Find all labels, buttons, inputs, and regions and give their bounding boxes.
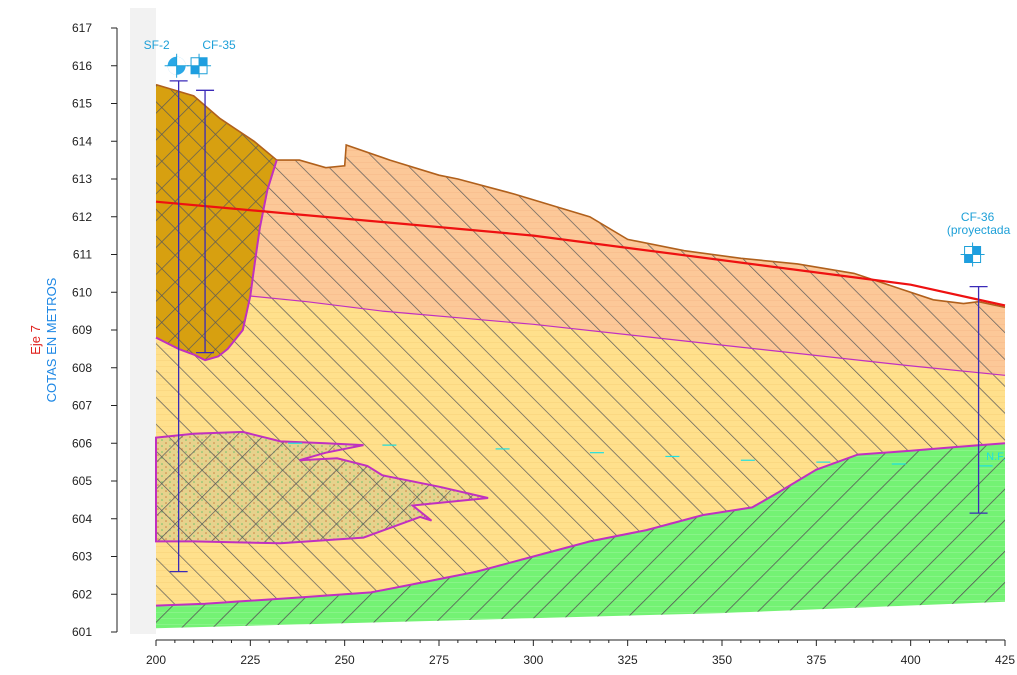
boreholes: SF-2 CF-35 CF-36(proyectada [144,38,1011,573]
contact-lines [155,83,1006,607]
lens-outline [155,430,489,545]
y-tick-label: 612 [72,210,92,224]
contact-orange-bottom [250,295,1006,376]
x-tick-label: 400 [901,653,921,667]
contact-green-top [155,442,1006,607]
y-tick-label: 607 [72,399,92,413]
y-tick-label: 603 [72,550,92,564]
x-tick-label: 225 [240,653,260,667]
borehole-cf-35: CF-35 [187,38,236,354]
y-tick-label: 606 [72,436,92,450]
units-title-part3: METROS [44,277,59,337]
contact-dark-bottom [155,159,278,362]
y-tick-label: 604 [72,512,92,526]
x-axis: 200 225 250 275 300 325 350 375 400 425 [146,639,1015,667]
borehole-label: CF-36 [961,210,995,224]
borehole-label: CF-35 [202,38,236,52]
y-tick-label: 611 [73,248,92,262]
y-tick-label: 602 [72,587,92,601]
x-tick-label: 325 [618,653,638,667]
water-table-label: N.F. [986,451,1006,463]
x-tick-label: 350 [712,653,732,667]
units-title: COTAS EN METROS [44,277,59,402]
red-reference-line [155,200,1006,307]
y-tick-label: 616 [72,59,92,73]
y-tick-label: 614 [72,134,92,148]
plot-background [130,8,156,634]
units-title-part2: EN [44,337,59,355]
y-tick-label: 610 [72,285,92,299]
y-tick-label: 615 [72,97,92,111]
y-tick-label: 605 [72,474,92,488]
x-tick-label: 300 [523,653,543,667]
square-icon [187,53,212,78]
x-tick-label: 375 [806,653,826,667]
ground-surface-line [155,83,1006,309]
units-title-part1: COTAS [44,355,59,402]
x-tick-label: 425 [995,653,1015,667]
borehole-sf-2: SF-2 [144,38,189,573]
y-tick-label: 609 [72,323,92,337]
y-axis: 601 602 603 604 605 606 607 608 609 610 611 612 613 6… [72,21,118,639]
borehole-label-sub: (proyectada [947,223,1011,237]
layer-lens [156,431,489,544]
x-tick-label: 250 [335,653,355,667]
y-tick-label: 601 [72,625,92,639]
y-tick-label: 613 [72,172,92,186]
square-icon [960,242,985,267]
borehole-label: SF-2 [144,38,170,52]
water-table-line [288,442,993,467]
borehole-cf-36: CF-36(proyectada [947,210,1011,514]
section-title: Eje 7 [28,325,43,355]
y-tick-label: 617 [72,21,92,35]
circle-icon [164,53,189,78]
x-tick-label: 275 [429,653,449,667]
y-tick-label: 608 [72,361,92,375]
x-tick-label: 200 [146,653,166,667]
